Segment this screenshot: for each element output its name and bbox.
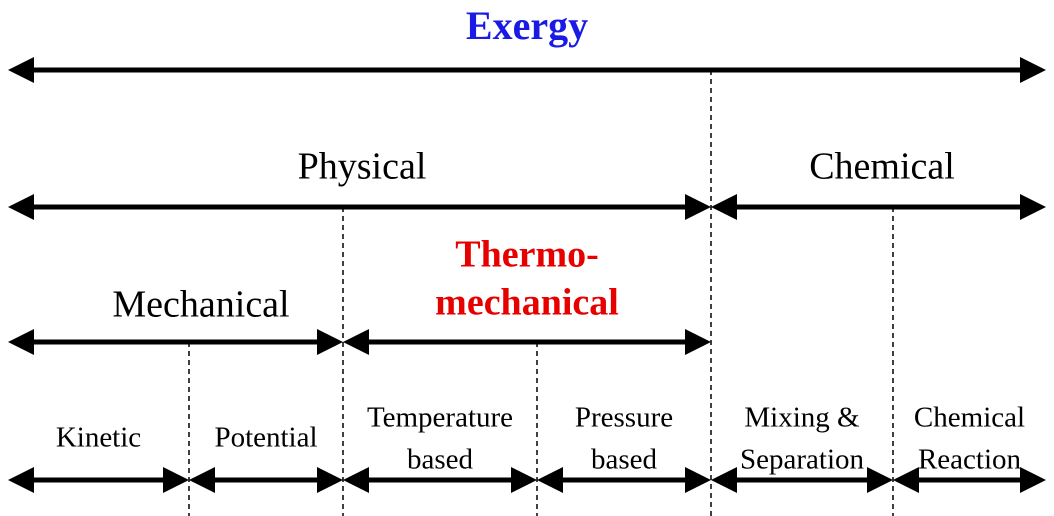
arrow-head <box>163 467 189 493</box>
arrow-head <box>189 467 215 493</box>
arrows <box>8 57 1046 493</box>
arrow-head <box>685 329 711 355</box>
label: Physical <box>298 146 427 188</box>
arrow-head <box>893 467 919 493</box>
label: Mixing & <box>744 402 860 434</box>
arrow-head <box>8 467 34 493</box>
dividers <box>188 70 894 516</box>
arrow-head <box>317 467 343 493</box>
label: Pressure <box>575 402 673 434</box>
arrow-head <box>867 467 893 493</box>
double-arrow <box>8 329 343 355</box>
label: Chemical <box>809 146 955 188</box>
arrow-head <box>685 467 711 493</box>
arrow-head <box>685 194 711 220</box>
double-arrow <box>343 467 537 493</box>
label: mechanical <box>435 282 619 324</box>
arrow-head <box>1020 194 1046 220</box>
double-arrow <box>189 467 343 493</box>
label: Separation <box>740 444 865 476</box>
arrow-head <box>1020 57 1046 83</box>
title: Exergy <box>466 3 588 48</box>
double-arrow <box>711 194 1046 220</box>
arrow-head <box>1020 467 1046 493</box>
arrow-head <box>343 329 369 355</box>
double-arrow <box>8 194 711 220</box>
double-arrow <box>8 467 189 493</box>
double-arrow <box>711 467 893 493</box>
arrow-head <box>317 329 343 355</box>
bottom-labels: Kinetic Potential Temperature based Pressure… <box>56 402 1025 476</box>
label: Temperature <box>367 402 513 434</box>
label: Kinetic <box>56 422 141 454</box>
double-arrow <box>893 467 1046 493</box>
arrow-head <box>8 57 34 83</box>
label: Chemical <box>914 402 1025 434</box>
arrow-head <box>343 467 369 493</box>
arrow-head <box>711 194 737 220</box>
arrow-head <box>711 467 737 493</box>
label: based <box>407 444 474 476</box>
arrow-head <box>8 329 34 355</box>
double-arrow <box>8 57 1046 83</box>
arrow-head <box>511 467 537 493</box>
label: Mechanical <box>112 284 289 326</box>
label: Potential <box>214 422 317 454</box>
label: Reaction <box>918 444 1022 476</box>
arrow-head <box>8 194 34 220</box>
double-arrow <box>343 329 711 355</box>
label: based <box>591 444 658 476</box>
double-arrow <box>537 467 711 493</box>
label: Thermo- <box>455 234 599 276</box>
arrow-head <box>537 467 563 493</box>
